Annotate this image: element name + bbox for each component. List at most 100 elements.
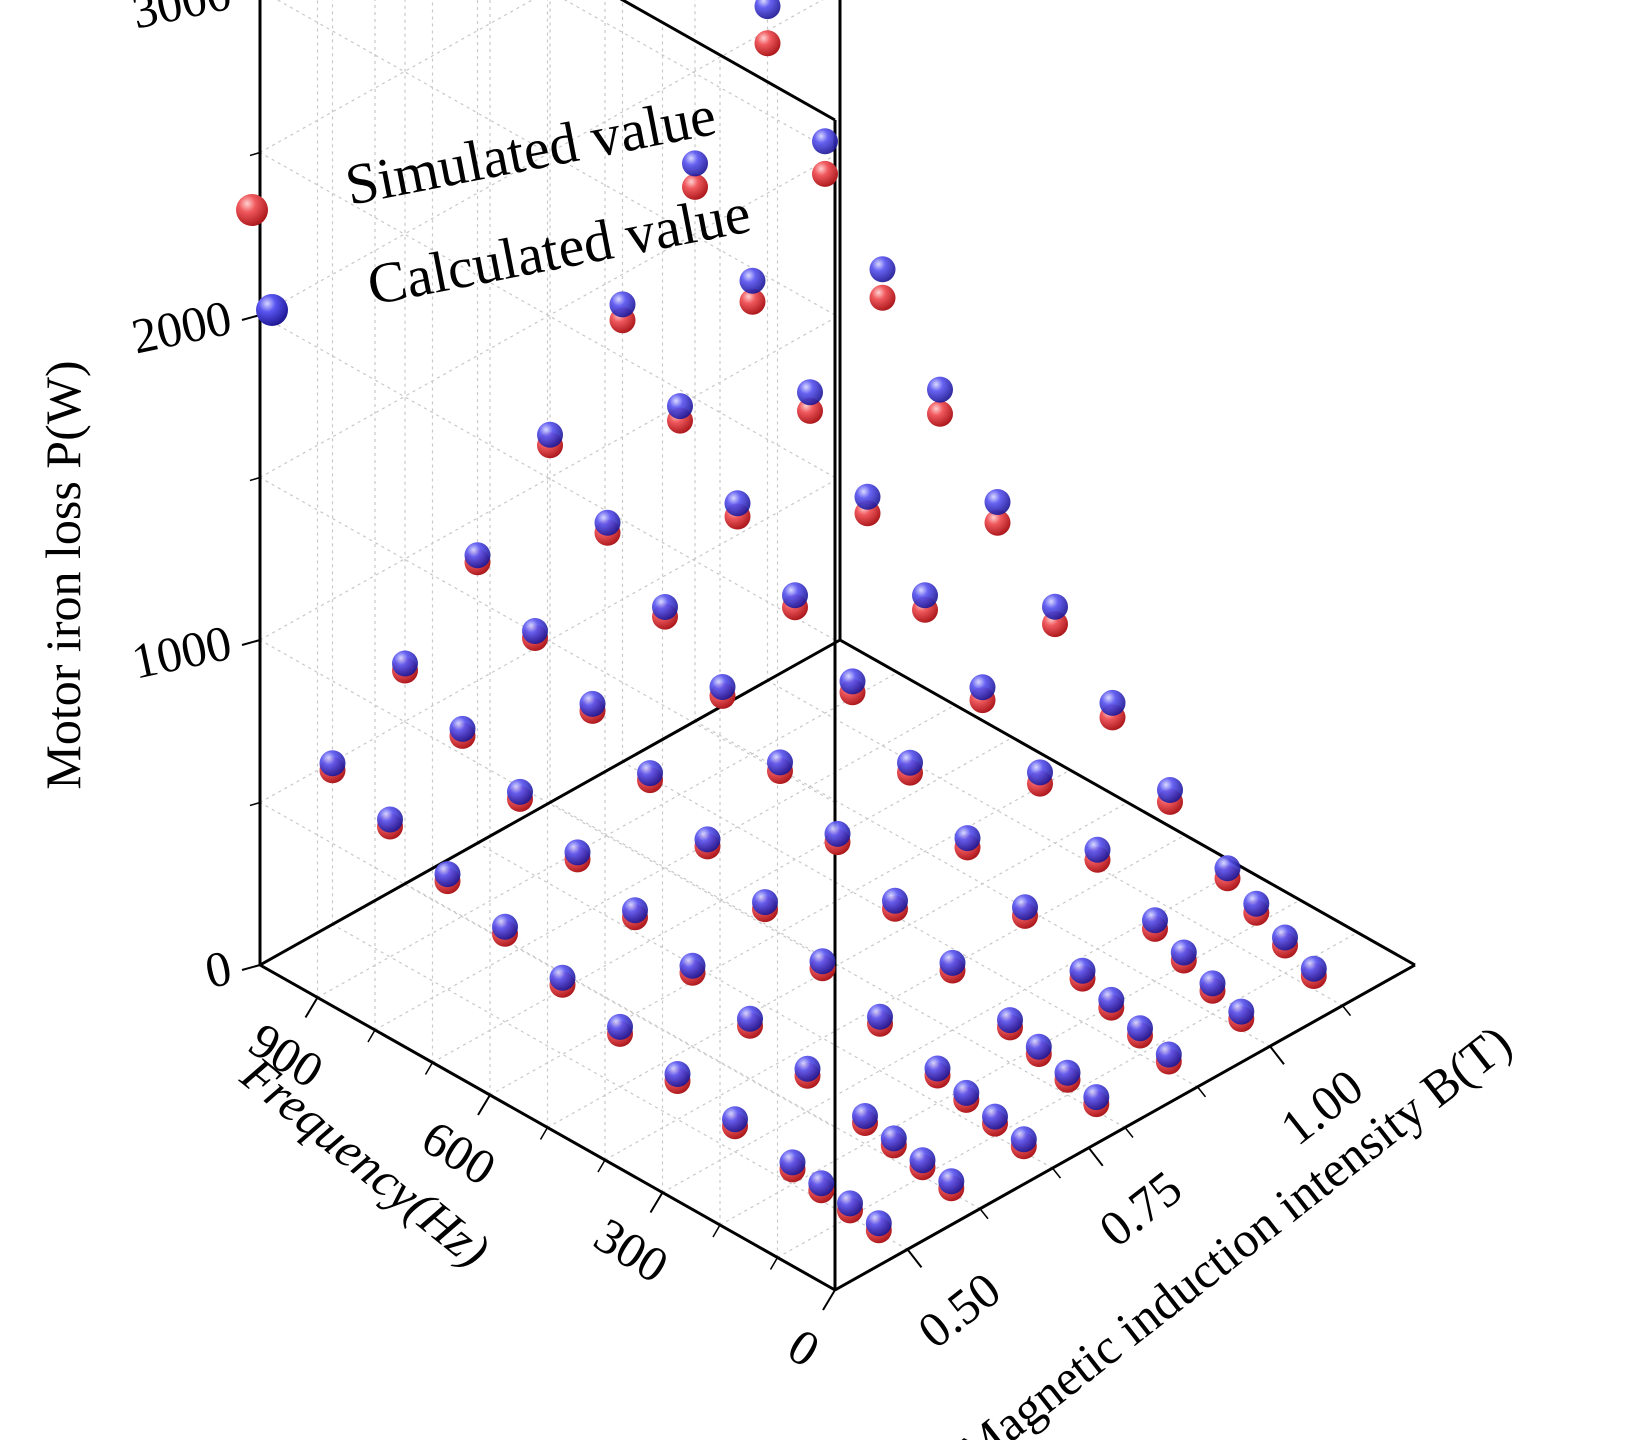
simulated-point bbox=[739, 288, 766, 315]
simulated-point bbox=[797, 397, 823, 424]
floor-gridline bbox=[317, 671, 898, 999]
calculated-point bbox=[1027, 759, 1053, 786]
y-minor-tick bbox=[1051, 1167, 1062, 1179]
legend-calculated-marker bbox=[256, 294, 288, 326]
calculated-point bbox=[564, 839, 591, 866]
calculated-point bbox=[1069, 957, 1096, 984]
calculated-point bbox=[1127, 1015, 1153, 1042]
calculated-point bbox=[1083, 1084, 1110, 1111]
floor-gridline bbox=[332, 923, 908, 1250]
y-minor-tick bbox=[1341, 1005, 1352, 1017]
calculated-point bbox=[865, 1210, 892, 1237]
calculated-point bbox=[737, 1005, 763, 1032]
calculated-point bbox=[997, 1007, 1023, 1034]
calculated-point bbox=[607, 1013, 633, 1040]
x-minor-tick bbox=[424, 1062, 434, 1075]
calculated-point bbox=[579, 690, 606, 717]
calculated-point bbox=[1012, 894, 1038, 921]
calculated-point bbox=[897, 749, 923, 776]
y-tick-label: 0.50 bbox=[907, 1261, 1010, 1359]
z-minor-tick bbox=[249, 151, 261, 157]
floor-gridline bbox=[549, 801, 1126, 1129]
floor-gridline bbox=[719, 899, 1301, 1226]
y-axis-title: Magnetic induction intensity B(T) bbox=[948, 1014, 1522, 1440]
axis-edge bbox=[839, 638, 1416, 967]
calculated-point bbox=[377, 806, 403, 833]
x-tick-label: 300 bbox=[585, 1206, 678, 1293]
axis-edge bbox=[259, 638, 841, 967]
calculated-point bbox=[549, 964, 576, 991]
calculated-point bbox=[667, 393, 693, 420]
calculated-point bbox=[754, 0, 781, 20]
calculated-point bbox=[969, 674, 996, 701]
calculated-point bbox=[434, 861, 461, 888]
floor-gridline bbox=[694, 720, 1271, 1047]
x-minor-tick bbox=[769, 1257, 779, 1270]
calculated-point bbox=[464, 542, 491, 569]
calculated-point bbox=[782, 582, 808, 609]
z-tick-label: 2000 bbox=[127, 289, 236, 365]
calculated-point bbox=[679, 952, 706, 979]
x-minor-tick bbox=[597, 1159, 606, 1173]
floor-gridline bbox=[604, 834, 1186, 1161]
floor-gridline bbox=[547, 801, 1128, 1129]
calculated-point bbox=[1142, 907, 1168, 934]
floor-gridline bbox=[489, 769, 1071, 1096]
x-tick-mark bbox=[477, 1094, 491, 1116]
calculated-point bbox=[1199, 970, 1226, 997]
calculated-point bbox=[852, 1103, 878, 1129]
x-tick-mark bbox=[822, 1289, 836, 1311]
floor-gridline bbox=[777, 931, 1358, 1259]
simulated-point bbox=[869, 284, 896, 311]
wall-gridline bbox=[259, 151, 841, 479]
z-tick-mark bbox=[241, 639, 261, 646]
calculated-point bbox=[1170, 939, 1197, 966]
calculated-point bbox=[809, 948, 836, 975]
z-tick-label: 0 bbox=[200, 939, 236, 999]
x-tick-mark bbox=[649, 1191, 664, 1214]
y-tick-mark bbox=[1269, 1045, 1285, 1065]
floor-gridline bbox=[477, 842, 1053, 1169]
calculated-point bbox=[1228, 998, 1255, 1025]
z-tick-label: 3000 bbox=[127, 0, 236, 40]
calculated-point bbox=[1042, 593, 1068, 620]
calculated-point bbox=[837, 1190, 863, 1217]
calculated-point bbox=[637, 760, 663, 787]
calculated-point bbox=[954, 825, 981, 852]
wall-gridline bbox=[259, 476, 841, 804]
wall-gridline bbox=[259, 801, 836, 1129]
calculated-point bbox=[694, 826, 721, 853]
x-minor-tick bbox=[712, 1224, 721, 1238]
z-tick-mark bbox=[241, 314, 261, 321]
calculated-point bbox=[652, 594, 678, 620]
calculated-point bbox=[522, 618, 548, 644]
legend: Simulated value Calculated value bbox=[236, 82, 755, 326]
y-tick-mark bbox=[1087, 1147, 1104, 1167]
calculated-point bbox=[392, 650, 418, 677]
z-tick-label: 1000 bbox=[127, 614, 236, 690]
calculated-point bbox=[609, 291, 636, 318]
floor-gridline bbox=[404, 883, 981, 1210]
x-tick-label: 0 bbox=[779, 1317, 830, 1378]
calculated-point bbox=[1098, 986, 1125, 1013]
wall-gridline bbox=[259, 314, 836, 641]
calculated-point bbox=[537, 421, 563, 448]
legend-simulated-marker bbox=[236, 194, 268, 226]
calculated-point bbox=[1155, 1041, 1182, 1068]
calculated-point bbox=[824, 820, 851, 847]
calculated-point bbox=[938, 1168, 965, 1195]
y-minor-tick bbox=[1124, 1127, 1134, 1138]
calculated-point bbox=[1157, 777, 1183, 803]
calculated-point bbox=[1214, 855, 1241, 882]
calculated-point bbox=[1300, 955, 1327, 982]
z-axis-title: Motor iron loss P(W) bbox=[35, 360, 91, 789]
calculated-point bbox=[1010, 1126, 1037, 1153]
simulated-point bbox=[754, 30, 781, 57]
x-minor-tick bbox=[367, 1029, 376, 1043]
calculated-point bbox=[594, 509, 621, 536]
floor-gridline bbox=[374, 704, 956, 1031]
calculated-point bbox=[767, 749, 793, 776]
calculated-point bbox=[1054, 1059, 1081, 1086]
